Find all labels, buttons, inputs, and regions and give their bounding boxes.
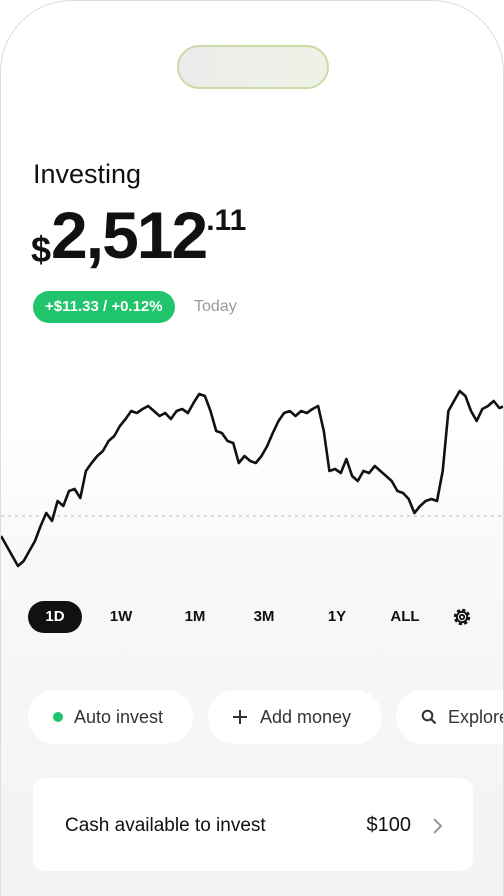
range-button[interactable]: 3M	[253, 608, 275, 625]
chip-label: Explore	[448, 707, 504, 727]
balance-cents: .11	[206, 204, 247, 237]
currency: $	[31, 229, 52, 270]
cash-card[interactable]: Cash available to invest $100	[33, 778, 473, 871]
search-icon	[421, 709, 437, 725]
balance: $2,512.11	[31, 197, 246, 273]
cash-label: Cash available to invest	[65, 815, 266, 836]
auto-invest-chip[interactable]: Auto invest	[28, 690, 193, 744]
range-button[interactable]: 1Y	[327, 608, 347, 625]
page-title: Investing	[33, 159, 142, 189]
status-dot	[53, 712, 63, 722]
balance-whole: 2,512	[51, 198, 208, 272]
chevron-icon	[433, 818, 443, 834]
add-money-chip[interactable]: Add money	[208, 690, 382, 744]
plus-icon	[233, 710, 247, 724]
change-period: Today	[194, 298, 237, 315]
dynamic-island	[177, 45, 329, 89]
price-line	[1, 389, 503, 568]
range-button[interactable]: ALL	[390, 608, 420, 625]
range-button[interactable]: 1M	[184, 608, 206, 625]
range-button[interactable]: 1D	[28, 601, 82, 633]
chip-label: Auto invest	[74, 707, 164, 727]
chip-label: Add money	[260, 707, 352, 727]
settings-icon[interactable]	[451, 606, 473, 628]
change-badge: +$11.33 / +0.12%	[33, 291, 175, 323]
cash-amount: $100	[366, 814, 412, 836]
explore-chip[interactable]: Explore	[396, 690, 504, 744]
range-button[interactable]: 1W	[109, 608, 133, 625]
